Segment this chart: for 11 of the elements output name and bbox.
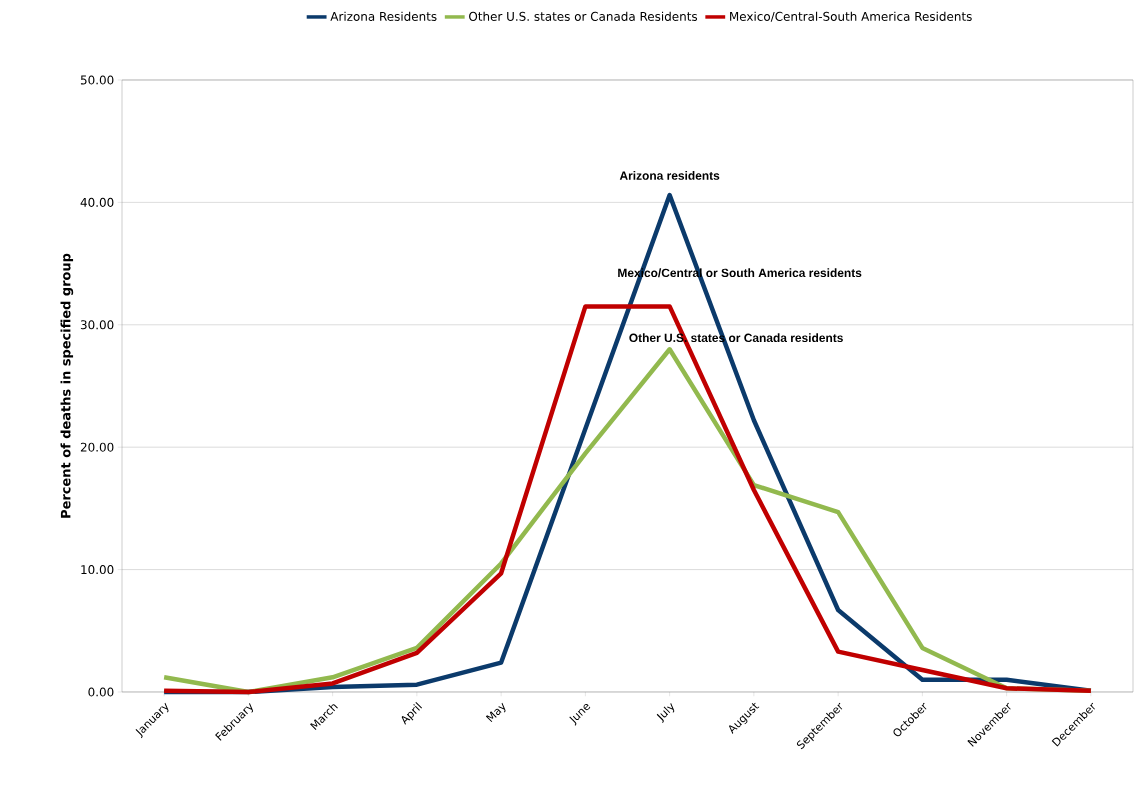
- legend-label: Other U.S. states or Canada Residents: [469, 11, 698, 21]
- annotation: Arizona residents: [619, 171, 720, 180]
- y-tick-label: 50.00: [80, 75, 114, 85]
- legend-label: Mexico/Central-South America Residents: [730, 11, 972, 22]
- y-tick-label: 0.00: [88, 687, 114, 697]
- y-tick-label: 20.00: [80, 442, 114, 452]
- y-tick-label: 30.00: [80, 320, 114, 330]
- y-tick-label: 40.00: [80, 197, 114, 207]
- legend-label: Arizona Residents: [330, 11, 437, 21]
- y-tick-label: 10.00: [81, 565, 114, 575]
- y-axis-title: Percent of deaths in specified group: [60, 253, 74, 518]
